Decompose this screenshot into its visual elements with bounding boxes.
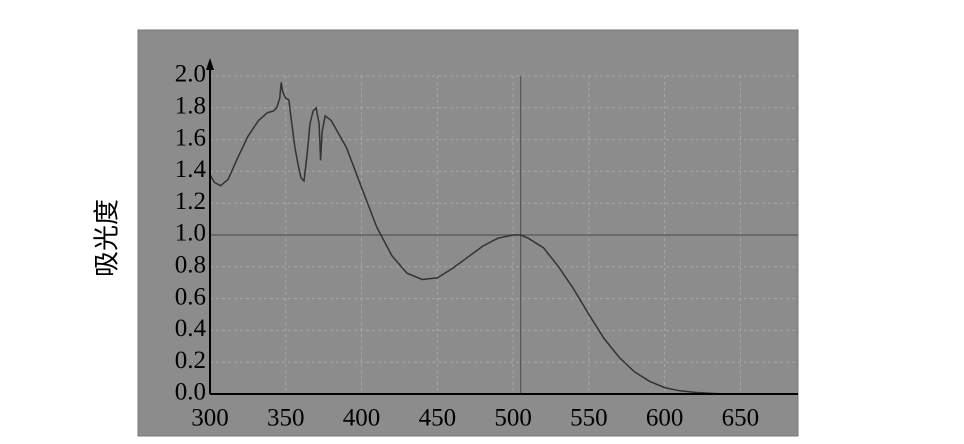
y-tick-label: 0.2 bbox=[175, 347, 206, 374]
y-tick-label: 0.0 bbox=[175, 379, 206, 406]
y-tick-label: 1.4 bbox=[175, 156, 207, 183]
x-tick-label: 650 bbox=[722, 405, 760, 432]
x-tick-label: 550 bbox=[570, 405, 608, 432]
y-tick-label: 0.4 bbox=[175, 315, 207, 342]
x-tick-label: 400 bbox=[343, 405, 381, 432]
y-axis-arrow bbox=[206, 58, 214, 70]
y-tick-label: 1.0 bbox=[175, 220, 206, 247]
x-tick-label: 500 bbox=[494, 405, 532, 432]
x-tick-label: 450 bbox=[419, 405, 457, 432]
x-tick-label: 300 bbox=[191, 405, 229, 432]
spectrum-line bbox=[209, 82, 798, 395]
plot-background bbox=[137, 29, 799, 437]
x-tick-label: 350 bbox=[267, 405, 305, 432]
y-tick-label: 1.6 bbox=[175, 124, 206, 151]
y-tick-label: 1.2 bbox=[175, 188, 206, 215]
x-tick-label: 600 bbox=[646, 405, 684, 432]
y-tick-label: 0.8 bbox=[175, 252, 206, 279]
y-axis-label: 吸光度 bbox=[93, 199, 123, 277]
y-tick-label: 2.0 bbox=[175, 61, 206, 88]
y-tick-label: 0.6 bbox=[175, 283, 206, 310]
y-tick-label: 1.8 bbox=[175, 93, 206, 120]
